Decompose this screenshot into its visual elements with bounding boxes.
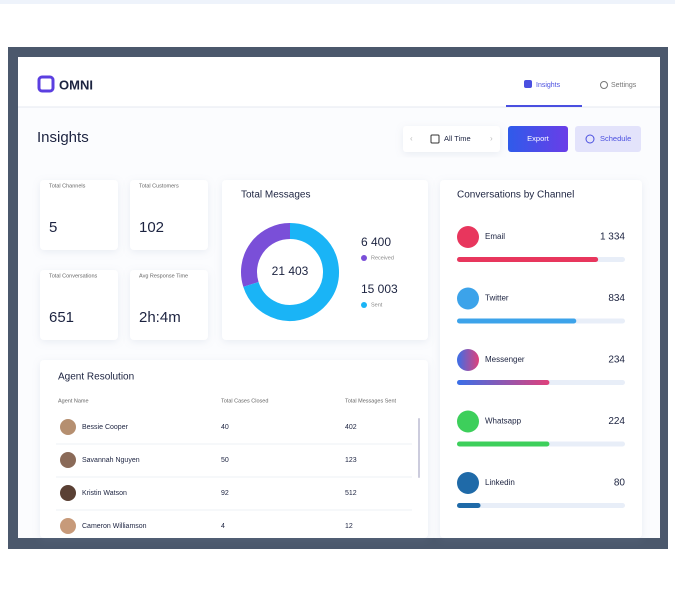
agents-card	[40, 360, 428, 538]
top-strip	[0, 0, 675, 4]
channel-value: 224	[608, 416, 625, 427]
stat-value: 5	[49, 219, 57, 236]
donut-segment	[241, 223, 291, 287]
table-cell: 123	[345, 457, 357, 464]
button-label[interactable]: Schedule	[600, 134, 631, 143]
progress-track	[457, 503, 625, 508]
legend-dot	[361, 302, 367, 308]
table-cell: 92	[221, 490, 229, 497]
stat-value: 651	[49, 309, 74, 326]
card-title: Agent Resolution	[58, 372, 134, 383]
table-cell: Savannah Nguyen	[82, 457, 140, 464]
page-title: Insights	[37, 129, 89, 146]
stat-label: Total Conversations	[49, 273, 98, 279]
channel-icon	[457, 287, 479, 310]
stat-value: 2h:4m	[139, 309, 181, 326]
channel-value: 234	[608, 355, 625, 366]
stat-value: 102	[139, 219, 164, 236]
calendar-icon	[430, 134, 440, 144]
tab-icon	[524, 80, 532, 88]
schedule-button[interactable]	[575, 126, 641, 152]
date-picker[interactable]	[403, 126, 500, 152]
legend-label: Received	[371, 255, 394, 261]
channel-icon	[457, 349, 479, 371]
channel-value: 1 334	[600, 232, 625, 243]
legend-value: 15 003	[361, 282, 398, 296]
tab-icon	[600, 81, 608, 89]
stat-label: Avg Response Time	[139, 273, 188, 279]
progress-fill	[457, 257, 599, 262]
donut-total: 21 403	[272, 264, 309, 278]
tab[interactable]: Insights	[536, 82, 561, 89]
channel-name: Whatsapp	[485, 417, 522, 426]
channel-name: Twitter	[485, 294, 509, 303]
clock-icon	[585, 134, 595, 144]
column-header: Total Messages Sent	[345, 398, 397, 404]
card-title: Conversations by Channel	[457, 190, 574, 201]
scrollbar[interactable]	[418, 418, 420, 478]
table-cell: Bessie Cooper	[82, 424, 129, 431]
donut-segment	[243, 223, 339, 321]
avatar	[60, 452, 76, 468]
channel-icon	[457, 410, 479, 433]
channel-icon	[457, 226, 479, 248]
stat-card	[130, 180, 208, 250]
stat-card	[40, 270, 118, 340]
logo: OMNI	[59, 77, 93, 92]
avatar	[60, 518, 76, 534]
legend-value: 6 400	[361, 235, 391, 249]
navbar	[18, 57, 660, 107]
column-header: Agent Name	[58, 398, 89, 404]
table-cell: Kristin Watson	[82, 490, 127, 497]
avatar	[60, 485, 76, 501]
table-cell: 512	[345, 490, 357, 497]
table-cell: Cameron Williamson	[82, 523, 147, 530]
channels-card	[440, 180, 642, 538]
column-header: Total Cases Closed	[221, 398, 268, 404]
stat-label: Total Channels	[49, 183, 86, 189]
stat-card	[130, 270, 208, 340]
card-title: Total Messages	[241, 190, 310, 201]
tab-underline	[506, 105, 582, 107]
progress-fill	[457, 503, 481, 508]
avatar	[60, 419, 76, 435]
channel-name: Messenger	[485, 355, 525, 364]
channel-icon	[457, 472, 479, 494]
table-cell: 4	[221, 523, 225, 530]
export-button[interactable]	[508, 126, 568, 152]
progress-fill	[457, 441, 550, 447]
table-cell: 402	[345, 424, 357, 431]
table-cell: 40	[221, 424, 229, 431]
progress-fill	[457, 318, 577, 324]
prev-arrow[interactable]: ‹	[410, 134, 413, 143]
stat-card	[40, 180, 118, 250]
stat-label: Total Customers	[139, 183, 179, 189]
channel-value: 80	[614, 478, 626, 489]
logo-icon	[37, 75, 55, 93]
button-label[interactable]: Export	[527, 134, 550, 143]
table-cell: 12	[345, 523, 353, 530]
table-cell: 50	[221, 457, 229, 464]
channel-name: Linkedin	[485, 478, 515, 487]
progress-fill	[457, 380, 550, 385]
tab[interactable]: Settings	[611, 82, 637, 89]
channel-name: Email	[485, 232, 505, 241]
date-range[interactable]: All Time	[444, 134, 471, 143]
next-arrow[interactable]: ›	[490, 134, 493, 143]
legend-dot	[361, 255, 367, 261]
channel-value: 834	[608, 293, 625, 304]
legend-label: Sent	[371, 302, 383, 308]
